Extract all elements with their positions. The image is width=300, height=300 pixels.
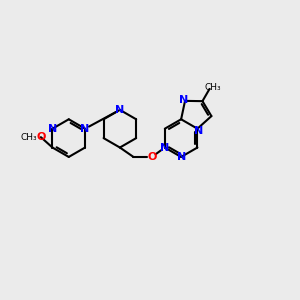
- Text: CH₃: CH₃: [21, 133, 37, 142]
- Text: CH₃: CH₃: [205, 83, 221, 92]
- Text: N: N: [115, 105, 124, 115]
- Text: O: O: [36, 132, 46, 142]
- Text: N: N: [48, 124, 57, 134]
- Text: N: N: [179, 95, 189, 105]
- Text: N: N: [160, 142, 170, 152]
- Text: N: N: [178, 152, 187, 162]
- Text: N: N: [80, 124, 90, 134]
- Text: N: N: [194, 126, 203, 136]
- Text: O: O: [147, 152, 157, 162]
